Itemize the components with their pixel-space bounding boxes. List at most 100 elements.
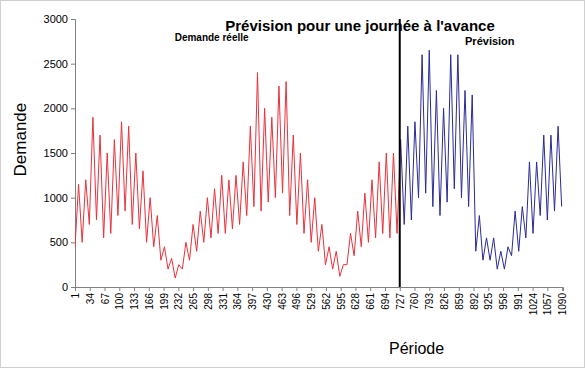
x-tick: 562: [321, 287, 332, 310]
y-tick-mark: [71, 242, 75, 243]
x-tick-mark: [474, 287, 475, 291]
y-tick-mark: [71, 198, 75, 199]
x-tick-label: 595: [336, 293, 347, 310]
chart-title: Prévision pour une journée à l'avance: [225, 17, 495, 34]
x-tick-mark: [164, 287, 165, 291]
x-tick-label: 331: [218, 293, 229, 310]
x-tick: 760: [409, 287, 420, 310]
x-tick-mark: [105, 287, 106, 291]
x-tick-mark: [208, 287, 209, 291]
x-axis: 1346710013316619923226529833136439743046…: [70, 287, 568, 315]
x-tick-label: 166: [144, 293, 155, 310]
x-tick: 397: [247, 287, 258, 310]
x-tick: 34: [85, 287, 96, 304]
y-tick: 1500: [44, 147, 75, 159]
x-tick-mark: [75, 287, 76, 291]
x-tick-label: 397: [247, 293, 258, 310]
marks: [75, 19, 562, 287]
x-tick-label: 496: [291, 293, 302, 310]
x-tick-mark: [119, 287, 120, 291]
x-tick-label: 463: [277, 293, 288, 310]
x-tick-label: 694: [380, 293, 391, 310]
x-tick-mark: [459, 287, 460, 291]
x-tick-mark: [385, 287, 386, 291]
x-tick: 958: [498, 287, 509, 310]
y-tick: 1000: [44, 192, 75, 204]
x-tick-label: 661: [365, 293, 376, 310]
x-tick: 199: [159, 287, 170, 310]
x-tick: 727: [395, 287, 406, 310]
x-tick-label: 826: [439, 293, 450, 310]
x-tick-mark: [90, 287, 91, 291]
x-tick-label: 430: [262, 293, 273, 310]
y-tick-label: 1500: [44, 147, 68, 159]
y-tick: 2500: [44, 58, 75, 70]
x-tick: 430: [262, 287, 273, 310]
x-tick-label: 925: [483, 293, 494, 310]
y-tick: 500: [50, 236, 75, 248]
x-tick: 925: [483, 287, 494, 310]
x-tick-mark: [326, 287, 327, 291]
x-tick-mark: [223, 287, 224, 291]
x-tick-label: 958: [498, 293, 509, 310]
x-tick-mark: [400, 287, 401, 291]
x-axis-title: Période: [389, 340, 444, 357]
x-tick-mark: [134, 287, 135, 291]
y-tick-label: 2000: [44, 102, 68, 114]
x-tick-label: 232: [173, 293, 184, 310]
x-tick-label: 364: [232, 293, 243, 310]
y-tick-mark: [71, 108, 75, 109]
x-tick-label: 727: [395, 293, 406, 310]
y-tick-mark: [71, 64, 75, 65]
x-tick-label: 67: [100, 293, 111, 305]
x-tick: 364: [232, 287, 243, 310]
x-tick-mark: [355, 287, 356, 291]
x-tick-label: 859: [454, 293, 465, 310]
x-tick-mark: [414, 287, 415, 291]
y-tick-mark: [71, 153, 75, 154]
x-tick-label: 793: [424, 293, 435, 310]
x-tick-label: 298: [203, 293, 214, 310]
x-tick: 661: [365, 287, 376, 310]
x-tick-mark: [296, 287, 297, 291]
x-tick-mark: [562, 287, 563, 291]
x-tick-label: 133: [129, 293, 140, 310]
x-tick-mark: [178, 287, 179, 291]
x-tick-mark: [341, 287, 342, 291]
x-tick-label: 1024: [528, 293, 539, 316]
x-tick-label: 1090: [557, 293, 568, 316]
x-tick-mark: [149, 287, 150, 291]
series-line: [75, 73, 401, 278]
x-tick: 133: [129, 287, 140, 310]
y-tick-label: 3000: [44, 13, 68, 25]
y-tick-label: 0: [62, 281, 68, 293]
x-tick: 331: [218, 287, 229, 310]
x-tick-mark: [282, 287, 283, 291]
x-tick-mark: [237, 287, 238, 291]
x-tick-mark: [488, 287, 489, 291]
x-tick: 826: [439, 287, 450, 310]
x-tick-label: 760: [409, 293, 420, 310]
x-tick-mark: [444, 287, 445, 291]
x-tick: 265: [188, 287, 199, 310]
x-tick-label: 265: [188, 293, 199, 310]
x-tick: 595: [336, 287, 347, 310]
x-tick-label: 892: [469, 293, 480, 310]
x-tick-mark: [252, 287, 253, 291]
series-line: [401, 50, 562, 269]
plot: 0500100015002000250030001346710013316619…: [44, 13, 569, 315]
x-axis-line: [76, 288, 564, 292]
x-tick-label: 562: [321, 293, 332, 310]
x-tick-mark: [429, 287, 430, 291]
x-tick: 991: [513, 287, 524, 310]
chart-border: [1, 1, 585, 368]
y-tick: 0: [62, 281, 75, 293]
x-tick-mark: [533, 287, 534, 291]
x-tick-label: 628: [350, 293, 361, 310]
x-tick: 529: [306, 287, 317, 310]
x-tick-mark: [311, 287, 312, 291]
y-tick-mark: [71, 19, 75, 20]
x-tick-mark: [370, 287, 371, 291]
x-tick: 1090: [557, 287, 568, 315]
x-tick: 628: [350, 287, 361, 310]
